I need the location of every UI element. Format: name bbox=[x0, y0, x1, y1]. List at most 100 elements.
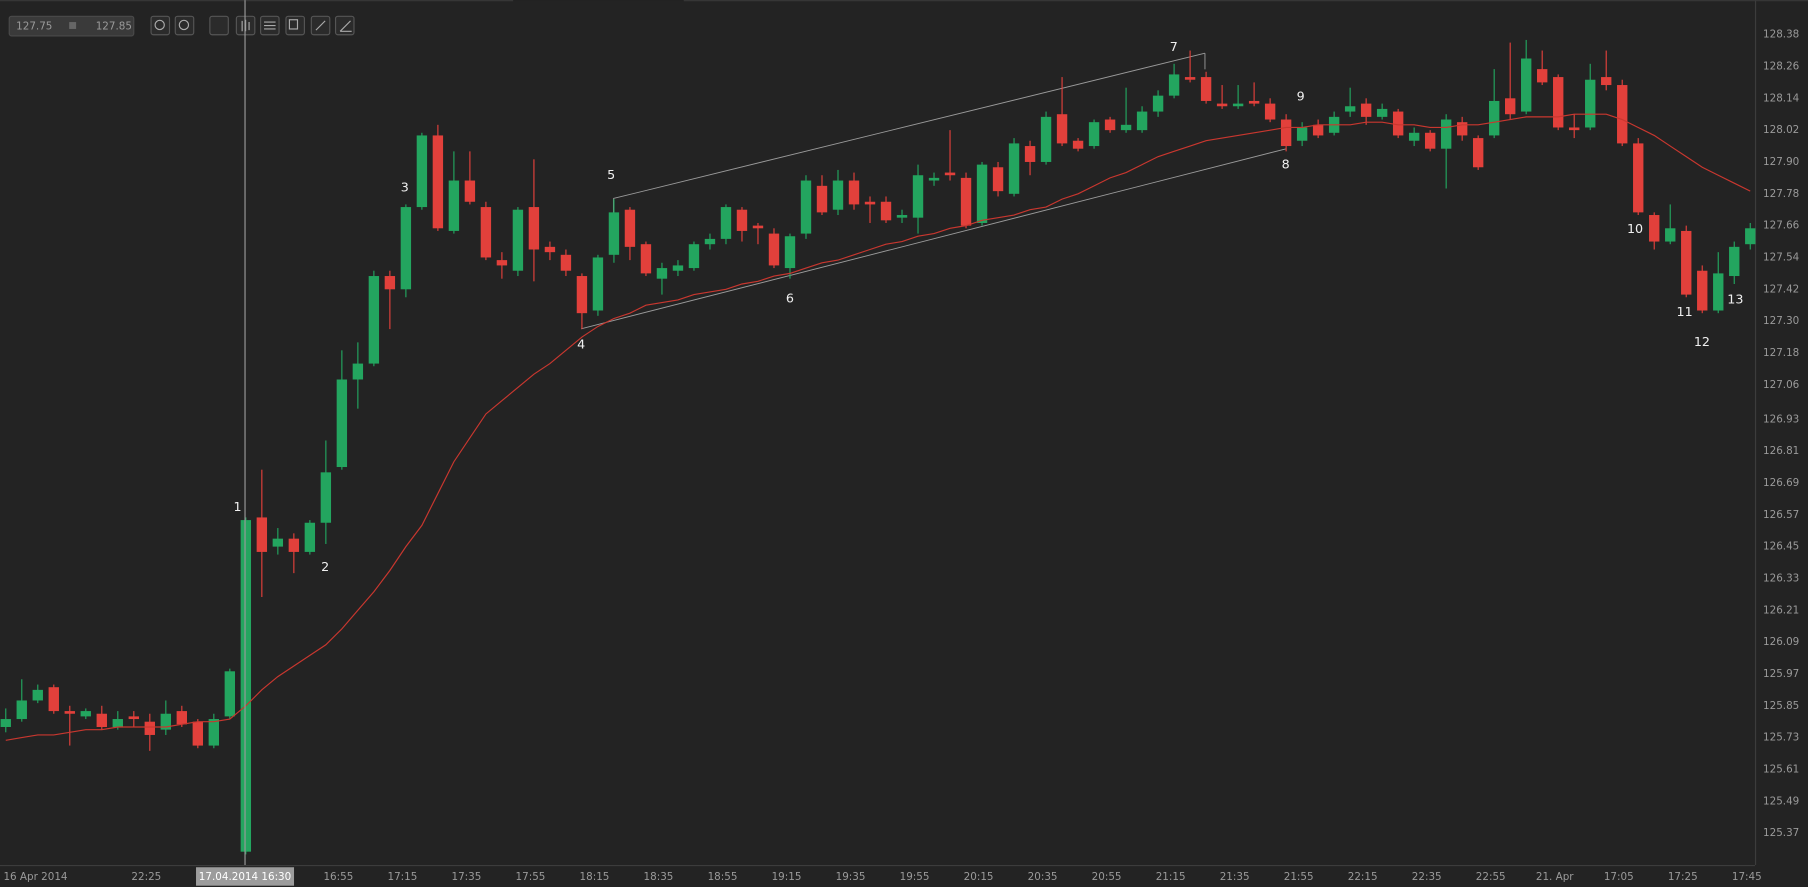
candle-body bbox=[352, 363, 364, 380]
zoom-out-button[interactable] bbox=[150, 15, 171, 36]
candle-body bbox=[176, 711, 188, 725]
candle-body bbox=[80, 711, 91, 717]
candle-body bbox=[1697, 270, 1708, 311]
zoom-in-button[interactable] bbox=[174, 15, 195, 36]
candle-body bbox=[960, 177, 972, 226]
y-tick-label: 127.06 bbox=[1763, 379, 1799, 391]
x-tick-label: 17:35 bbox=[452, 871, 482, 883]
x-tick-label: 21:15 bbox=[1156, 871, 1186, 883]
candle-body bbox=[1392, 111, 1404, 136]
candle-body bbox=[1537, 69, 1548, 83]
candle-body bbox=[1040, 116, 1052, 162]
crosshair-label-box bbox=[196, 867, 295, 886]
candle-body bbox=[1312, 124, 1324, 136]
candle-body bbox=[528, 207, 540, 250]
y-tick-label: 126.69 bbox=[1763, 477, 1799, 489]
draw-button[interactable] bbox=[334, 15, 355, 36]
candle-body bbox=[1424, 132, 1436, 149]
edit-icon bbox=[315, 20, 326, 31]
candle-body bbox=[256, 517, 268, 552]
candle-body bbox=[672, 265, 684, 271]
y-tick-label: 125.37 bbox=[1763, 827, 1799, 839]
y-tick-label: 127.54 bbox=[1763, 251, 1800, 263]
wave-label: 2 bbox=[321, 559, 329, 574]
x-tick-label: 17:45 bbox=[1732, 871, 1762, 883]
crosshair-label: 17.04.2014 16:30 bbox=[199, 871, 291, 883]
candle-body bbox=[224, 671, 236, 717]
candle-body bbox=[688, 244, 700, 269]
candle-body bbox=[1008, 143, 1020, 194]
x-tick-label: 21:35 bbox=[1220, 871, 1250, 883]
candle-body bbox=[784, 236, 796, 269]
candle-body bbox=[544, 246, 556, 253]
candle-body bbox=[48, 687, 59, 712]
y-tick-label: 127.78 bbox=[1763, 188, 1799, 200]
candle-body bbox=[320, 472, 332, 523]
candle-body bbox=[1456, 122, 1468, 136]
candle-body bbox=[112, 719, 123, 728]
candle-body bbox=[1216, 103, 1228, 107]
zoom-out-icon bbox=[154, 19, 165, 31]
candle-body bbox=[800, 180, 812, 234]
channel-lower bbox=[581, 148, 1286, 330]
range-handle[interactable] bbox=[69, 22, 77, 29]
timeframe-button[interactable] bbox=[209, 15, 229, 36]
x-tick-label: 22:35 bbox=[1412, 871, 1442, 883]
toolbar: 127.75 127.85 bbox=[8, 15, 355, 37]
moving-average-line bbox=[5, 113, 1751, 741]
candle-body bbox=[64, 711, 75, 714]
candle-body bbox=[1440, 119, 1452, 149]
candle-body bbox=[1376, 108, 1388, 117]
copy-icon bbox=[288, 19, 299, 30]
x-tick-label: 17:55 bbox=[516, 871, 546, 883]
candle-body bbox=[1088, 122, 1100, 147]
wave-label: 7 bbox=[1170, 39, 1178, 54]
candle-body bbox=[1264, 103, 1276, 120]
range-to: 127.85 bbox=[96, 21, 132, 33]
wave-label: 5 bbox=[607, 167, 615, 182]
candle-body bbox=[816, 185, 828, 213]
candle-body bbox=[912, 175, 924, 218]
candle-body bbox=[496, 260, 508, 266]
candle-body bbox=[752, 225, 764, 229]
x-tick-label: 21. Apr bbox=[1536, 871, 1574, 883]
candle-body bbox=[1104, 119, 1116, 131]
candle-body bbox=[1585, 79, 1596, 128]
copy-button[interactable] bbox=[285, 15, 305, 36]
candle-body bbox=[1056, 114, 1068, 144]
candle-body bbox=[768, 233, 780, 266]
candle-body bbox=[160, 713, 171, 730]
y-tick-label: 125.61 bbox=[1763, 763, 1799, 775]
candle-body bbox=[304, 522, 316, 552]
candle-body bbox=[288, 538, 300, 552]
draw-icon bbox=[339, 20, 352, 32]
zoom-in-icon bbox=[178, 19, 190, 31]
candle-body bbox=[1168, 74, 1180, 96]
y-tick-label: 127.18 bbox=[1763, 347, 1799, 359]
candle-body bbox=[1280, 119, 1292, 147]
y-tick-label: 127.90 bbox=[1763, 156, 1799, 168]
y-tick-label: 126.33 bbox=[1763, 572, 1799, 584]
x-tick-label: 16 Apr 2014 bbox=[3, 871, 67, 883]
candle-body bbox=[1360, 103, 1372, 117]
x-tick-label: 20:15 bbox=[964, 871, 994, 883]
x-tick-label: 20:35 bbox=[1028, 871, 1058, 883]
candle-body bbox=[32, 689, 43, 701]
wave-label: 8 bbox=[1282, 157, 1290, 172]
candle-body bbox=[640, 244, 652, 274]
candle-body bbox=[1184, 77, 1196, 80]
candle-body bbox=[1681, 230, 1692, 295]
wave-label: 3 bbox=[401, 180, 409, 195]
candle-body bbox=[16, 700, 27, 720]
candle-body bbox=[1120, 124, 1132, 131]
candle-body bbox=[1649, 215, 1660, 242]
y-tick-label: 125.49 bbox=[1763, 795, 1799, 807]
y-tick-label: 126.09 bbox=[1763, 636, 1799, 648]
candle-body bbox=[1617, 85, 1628, 144]
candle-body bbox=[240, 520, 252, 852]
x-tick-label: 22:55 bbox=[1476, 871, 1506, 883]
candle-body bbox=[864, 201, 876, 205]
